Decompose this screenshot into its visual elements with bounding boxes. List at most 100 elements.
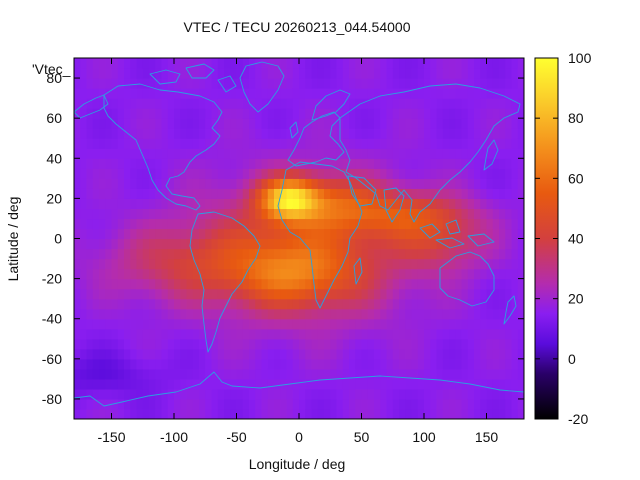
heatmap-cell	[124, 138, 131, 149]
heatmap-cell	[111, 328, 119, 340]
heatmap-cell	[174, 278, 181, 290]
heatmap-cell	[399, 78, 406, 89]
heatmap-cell	[455, 138, 463, 149]
heatmap-cell	[355, 288, 363, 300]
heatmap-cell	[486, 398, 494, 410]
heatmap-cell	[305, 228, 313, 240]
heatmap-cell	[249, 88, 256, 99]
heatmap-cell	[92, 128, 100, 139]
heatmap-cell	[455, 288, 463, 300]
heatmap-cell	[342, 68, 350, 79]
heatmap-cell	[192, 68, 200, 79]
heatmap-cell	[74, 398, 81, 410]
heatmap-cell	[361, 158, 369, 169]
heatmap-cell	[467, 68, 475, 79]
heatmap-cell	[267, 78, 275, 89]
heatmap-cell	[242, 138, 250, 149]
heatmap-cell	[92, 288, 100, 300]
heatmap-cell	[449, 268, 456, 280]
heatmap-cell	[249, 348, 256, 360]
heatmap-cell	[192, 328, 200, 340]
heatmap-cell	[411, 218, 419, 230]
heatmap-cell	[424, 68, 431, 79]
heatmap-cell	[380, 128, 388, 139]
heatmap-cell	[192, 398, 200, 410]
heatmap-cell	[92, 118, 100, 129]
heatmap-cell	[142, 248, 150, 260]
heatmap-cell	[386, 408, 394, 419]
heatmap-cell	[511, 68, 519, 79]
heatmap-cell	[305, 118, 313, 129]
heatmap-cell	[142, 98, 150, 109]
heatmap-cell	[467, 58, 475, 69]
heatmap-cell	[449, 288, 456, 300]
heatmap-cell	[467, 278, 475, 290]
heatmap-cell	[155, 288, 163, 300]
heatmap-cell	[80, 338, 88, 350]
heatmap-cell	[436, 248, 444, 260]
heatmap-cell	[211, 68, 219, 79]
heatmap-cell	[161, 408, 169, 419]
heatmap-cell	[124, 308, 131, 320]
heatmap-cell	[80, 138, 88, 149]
heatmap-cell	[217, 368, 225, 380]
heatmap-cell	[292, 348, 300, 360]
heatmap-cell	[261, 348, 269, 360]
heatmap-cell	[192, 338, 200, 350]
heatmap-cell	[92, 178, 100, 189]
heatmap-cell	[274, 88, 281, 99]
heatmap-cell	[167, 218, 175, 230]
heatmap-cell	[424, 278, 431, 290]
heatmap-cell	[455, 268, 463, 280]
heatmap-cell	[155, 228, 163, 240]
heatmap-cell	[449, 358, 456, 370]
heatmap-cell	[161, 328, 169, 340]
heatmap-cell	[186, 298, 194, 310]
heatmap-cell	[355, 128, 363, 139]
heatmap-cell	[486, 338, 494, 350]
heatmap-cell	[324, 88, 331, 99]
heatmap-cell	[111, 168, 119, 179]
heatmap-cell	[230, 338, 238, 350]
heatmap-cell	[374, 358, 381, 370]
heatmap-cell	[105, 108, 113, 119]
heatmap-cell	[424, 338, 431, 350]
heatmap-cell	[311, 108, 319, 119]
heatmap-cell	[174, 268, 181, 280]
heatmap-cell	[217, 328, 225, 340]
heatmap-cell	[511, 368, 519, 380]
heatmap-cell	[142, 358, 150, 370]
heatmap-cell	[86, 118, 94, 129]
heatmap-cell	[249, 158, 256, 169]
heatmap-cell	[430, 208, 438, 220]
heatmap-cell	[511, 168, 519, 179]
heatmap-cell	[449, 278, 456, 290]
heatmap-cell	[342, 268, 350, 280]
heatmap-cell	[130, 378, 138, 390]
heatmap-cell	[492, 128, 500, 139]
heatmap-cell	[80, 228, 88, 240]
heatmap-cell	[74, 248, 81, 260]
heatmap-cell	[105, 248, 113, 260]
heatmap-cell	[436, 178, 444, 189]
heatmap-cell	[486, 68, 494, 79]
heatmap-cell	[192, 178, 200, 189]
heatmap-cell	[242, 98, 250, 109]
heatmap-cell	[517, 378, 524, 390]
heatmap-cell	[261, 308, 269, 320]
heatmap-cell	[136, 368, 144, 380]
heatmap-cell	[474, 118, 481, 129]
heatmap-cell	[474, 98, 481, 109]
heatmap-cell	[311, 218, 319, 230]
heatmap-cell	[511, 388, 519, 400]
heatmap-cell	[180, 58, 188, 69]
heatmap-cell	[99, 358, 106, 370]
heatmap-cell	[467, 158, 475, 169]
heatmap-cell	[405, 68, 413, 79]
heatmap-cell	[486, 248, 494, 260]
heatmap-cell	[86, 168, 94, 179]
heatmap-cell	[324, 168, 331, 179]
heatmap-cell	[111, 308, 119, 320]
heatmap-cell	[217, 398, 225, 410]
heatmap-cell	[86, 268, 94, 280]
